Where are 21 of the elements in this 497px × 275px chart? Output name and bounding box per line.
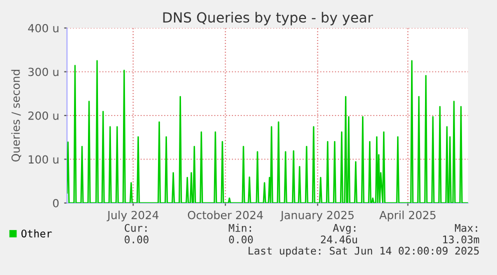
x-tick-label: January 2025: [280, 210, 354, 222]
legend-label: Other: [21, 229, 52, 238]
x-tick-label: October 2024: [188, 210, 263, 220]
text: 0.00: [124, 236, 148, 244]
text: Max:: [454, 224, 478, 232]
x-tick-label: July 2024: [106, 210, 158, 222]
text: Last update: Sat Jun 14 02:00:09 2025: [248, 246, 479, 257]
chart-title: DNS Queries by type - by year: [163, 12, 374, 26]
text: 13.03m: [443, 236, 480, 244]
y-tick-label: 100 u: [28, 155, 58, 164]
text: 24.46u: [320, 236, 357, 244]
text: Min:: [228, 224, 251, 232]
x-tick-label: April 2025: [379, 210, 436, 222]
text: 0.00: [229, 236, 253, 244]
y-tick-label: 400 u: [28, 24, 58, 32]
y-tick-label: 300 u: [28, 68, 58, 76]
y-tick-label: 0: [53, 198, 59, 208]
text: Avg:: [332, 224, 356, 234]
y-axis-title: Queries / second: [11, 70, 22, 162]
y-tick-label: 200 u: [28, 111, 58, 120]
text: Cur:: [124, 224, 147, 232]
